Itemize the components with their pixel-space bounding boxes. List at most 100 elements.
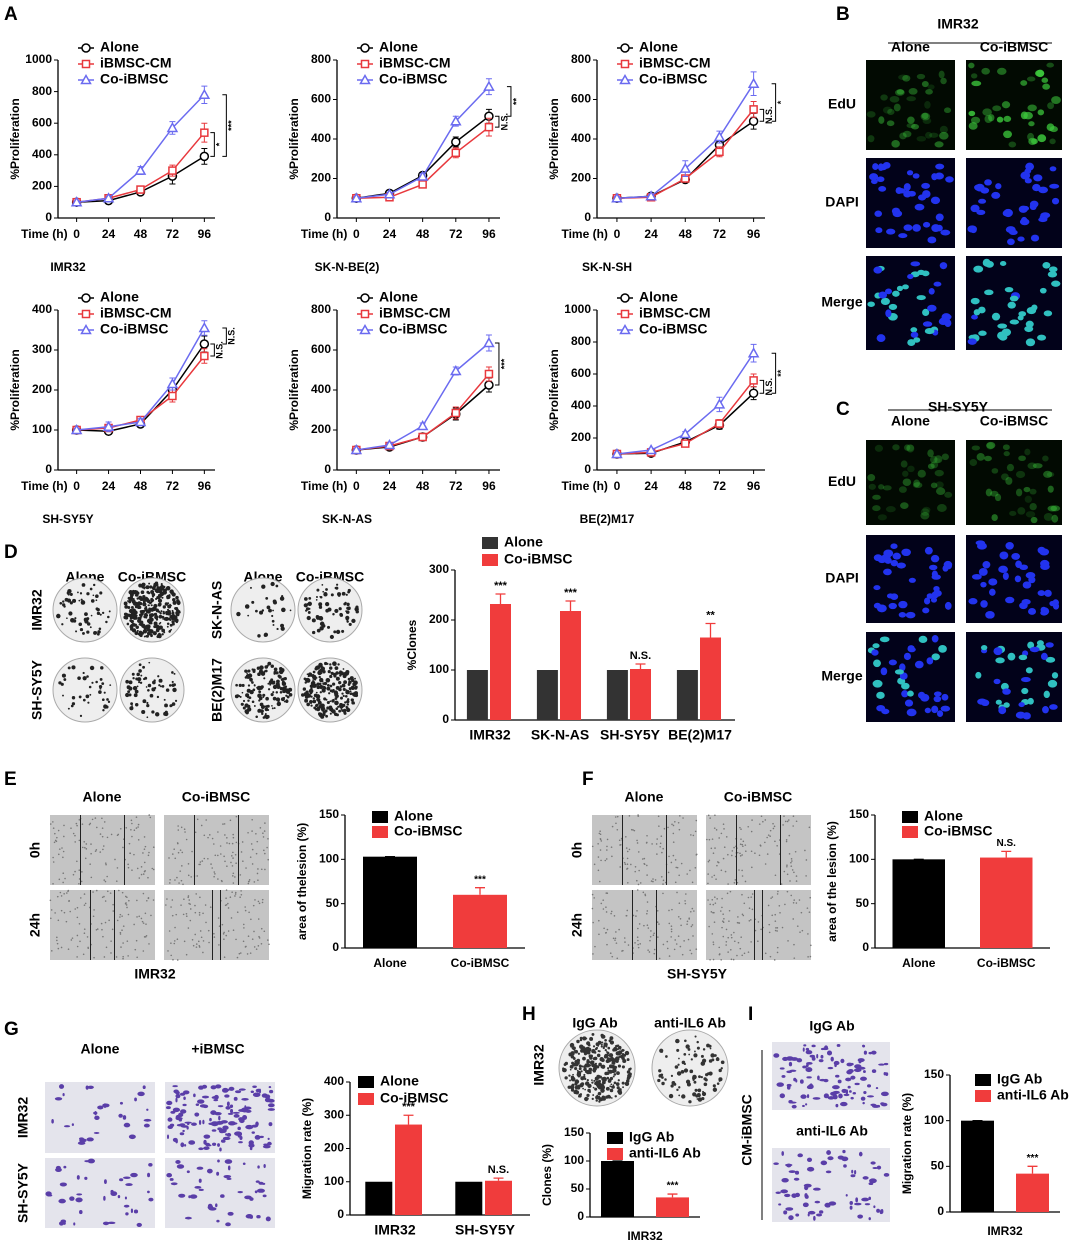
colony bbox=[142, 699, 147, 704]
colony bbox=[162, 610, 165, 613]
cell bbox=[69, 910, 72, 913]
cell bbox=[136, 867, 139, 870]
row-label: Merge bbox=[821, 668, 862, 684]
colony bbox=[265, 696, 269, 701]
cell bbox=[741, 954, 744, 957]
cell bbox=[131, 869, 133, 871]
significance-label: * bbox=[215, 142, 225, 146]
nucleus bbox=[1047, 679, 1058, 688]
cell bbox=[745, 850, 747, 853]
colony bbox=[106, 698, 109, 701]
colony bbox=[135, 625, 139, 630]
cell bbox=[714, 814, 716, 817]
migrated-cell bbox=[806, 1094, 810, 1099]
y-tick-label: 100 bbox=[849, 852, 869, 866]
cell bbox=[671, 823, 673, 826]
cell bbox=[635, 879, 638, 882]
nucleus bbox=[898, 74, 909, 81]
colony bbox=[588, 1090, 591, 1094]
migrated-cell bbox=[867, 1084, 872, 1088]
colony bbox=[124, 612, 128, 616]
cell bbox=[670, 861, 673, 864]
cell bbox=[650, 930, 652, 932]
migrated-cell bbox=[233, 1096, 238, 1101]
cell bbox=[235, 841, 238, 844]
cell bbox=[774, 913, 777, 916]
cell bbox=[692, 935, 694, 937]
cell bbox=[778, 904, 781, 907]
nucleus bbox=[989, 588, 996, 596]
error-bar bbox=[495, 593, 506, 604]
cell bbox=[251, 830, 253, 832]
colony bbox=[273, 707, 276, 710]
cell bbox=[222, 823, 224, 825]
colony bbox=[153, 625, 157, 629]
cell bbox=[662, 943, 665, 946]
y-tick-label: 0 bbox=[332, 940, 339, 954]
migrated-cell bbox=[103, 1195, 106, 1201]
cell bbox=[649, 935, 652, 938]
x-tick-label: 48 bbox=[134, 227, 148, 241]
colony bbox=[593, 1079, 596, 1082]
colony bbox=[318, 605, 323, 609]
significance-label: *** bbox=[564, 587, 578, 599]
colony bbox=[244, 604, 250, 609]
nucleus bbox=[878, 116, 885, 124]
migrated-cell bbox=[217, 1143, 220, 1147]
nucleus bbox=[939, 131, 949, 140]
migrated-cell bbox=[226, 1132, 232, 1137]
wound-image bbox=[164, 890, 269, 960]
colony bbox=[597, 1045, 599, 1047]
colony bbox=[316, 698, 319, 701]
colony bbox=[306, 615, 311, 621]
nucleus bbox=[1049, 166, 1057, 172]
cell bbox=[641, 858, 644, 860]
cell bbox=[263, 930, 266, 933]
cell bbox=[217, 854, 219, 857]
migrated-cell bbox=[187, 1122, 190, 1126]
cell bbox=[805, 875, 807, 877]
cell bbox=[267, 837, 269, 840]
nucleus bbox=[968, 122, 978, 130]
wound-image bbox=[706, 815, 811, 885]
nucleus bbox=[1049, 183, 1060, 189]
cell bbox=[128, 899, 130, 902]
nucleus bbox=[1025, 572, 1036, 579]
y-axis-label: area of thelesion (%) bbox=[295, 823, 309, 940]
error-bar bbox=[705, 622, 716, 638]
cell bbox=[674, 881, 677, 884]
cell bbox=[223, 823, 226, 825]
colony bbox=[610, 1097, 613, 1099]
migrated-cell bbox=[251, 1131, 255, 1134]
migrated-cell bbox=[847, 1085, 851, 1089]
row-label: 0h bbox=[569, 842, 585, 858]
colony bbox=[272, 696, 277, 701]
colony bbox=[271, 614, 274, 618]
nucleus bbox=[931, 653, 940, 661]
marker bbox=[383, 188, 396, 199]
nucleus bbox=[904, 444, 911, 451]
cell bbox=[126, 906, 128, 909]
colony bbox=[314, 667, 318, 671]
colony bbox=[697, 1088, 702, 1093]
cell bbox=[125, 827, 128, 829]
colony bbox=[167, 602, 170, 605]
nucleus bbox=[980, 581, 987, 588]
cell bbox=[218, 925, 221, 927]
colony bbox=[171, 680, 174, 684]
cell bbox=[56, 836, 58, 839]
cell bbox=[712, 941, 715, 943]
cell bbox=[232, 836, 235, 839]
colony bbox=[312, 683, 317, 688]
row-label: SH-SY5Y bbox=[29, 659, 45, 720]
cell bbox=[689, 949, 691, 952]
cell bbox=[730, 934, 733, 936]
nucleus bbox=[939, 125, 948, 134]
nucleus bbox=[1005, 541, 1014, 550]
colony bbox=[583, 1067, 587, 1071]
colony bbox=[258, 690, 262, 694]
colony bbox=[349, 690, 352, 693]
colony bbox=[128, 680, 133, 685]
marker bbox=[645, 443, 657, 455]
nucleus bbox=[918, 635, 928, 644]
